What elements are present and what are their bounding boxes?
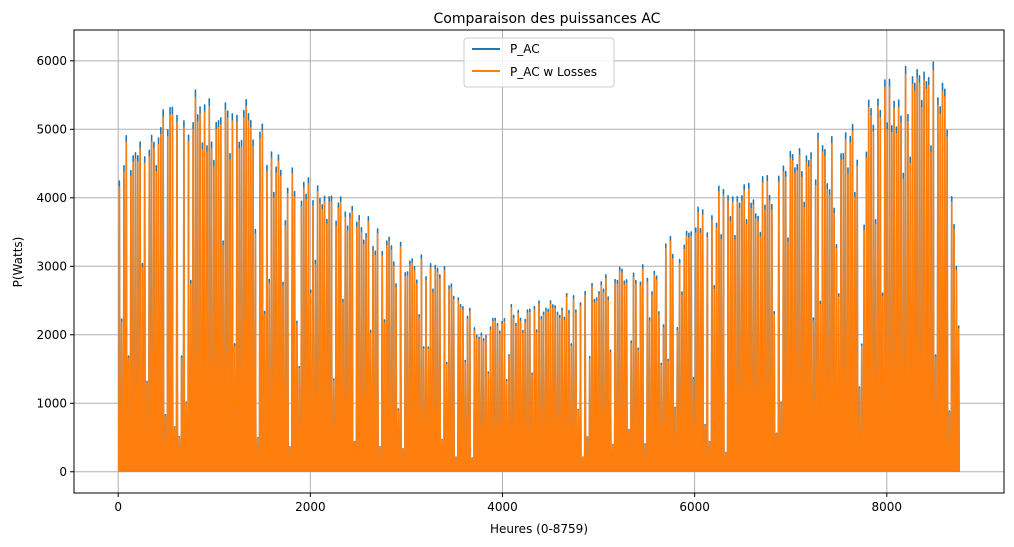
chart-title: Comparaison des puissances AC	[434, 11, 661, 27]
y-axis-ticks: 0 1000 2000 3000 4000 5000 6000	[36, 54, 74, 479]
x-axis-label: Heures (0-8759)	[490, 522, 588, 536]
x-tick-label-8000: 8000	[872, 500, 903, 514]
legend-label-p-ac-w-losses: P_AC w Losses	[510, 65, 597, 79]
legend-box	[463, 37, 615, 88]
y-tick-label-3000: 3000	[36, 259, 67, 273]
plot-frame	[73, 29, 1005, 494]
x-tick-label-0: 0	[114, 500, 122, 514]
x-tick-label-4000: 4000	[487, 500, 518, 514]
y-tick-label-0: 0	[59, 465, 67, 479]
legend-label-p-ac: P_AC	[510, 42, 540, 56]
x-tick-label-6000: 6000	[679, 500, 710, 514]
legend: P_AC P_AC w Losses	[463, 37, 615, 88]
y-tick-label-2000: 2000	[36, 328, 67, 342]
series-layer	[118, 61, 960, 472]
series-line-p-ac	[118, 61, 960, 472]
y-axis-label: P(Watts)	[11, 237, 25, 288]
x-axis-ticks: 0 2000 4000 6000 8000	[114, 493, 902, 514]
y-tick-label-4000: 4000	[36, 191, 67, 205]
y-tick-label-5000: 5000	[36, 122, 67, 136]
series-line-p-ac-w-losses	[118, 69, 960, 472]
x-tick-label-2000: 2000	[295, 500, 326, 514]
y-tick-label-1000: 1000	[36, 396, 67, 410]
y-tick-label-6000: 6000	[36, 54, 67, 68]
